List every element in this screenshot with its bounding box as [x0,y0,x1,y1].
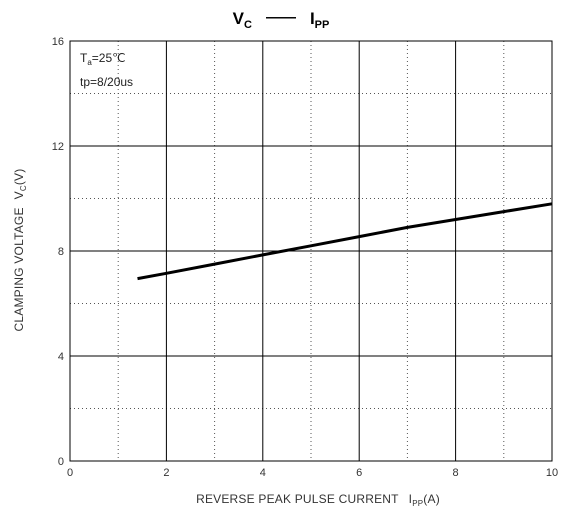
y-tick-label: 4 [58,351,64,363]
x-tick-label: 8 [453,467,459,479]
pulse-note: tp=8/20us [80,75,133,89]
y-tick-label: 16 [52,36,64,48]
x-tick-label: 6 [356,467,362,479]
y-tick-label: 0 [58,456,64,468]
plot-frame [69,40,553,462]
x-axis-label: REVERSE PEAK PULSE CURRENT IPP(A) [196,492,440,508]
y-axis-label: CLAMPING VOLTAGEVC(V) [12,169,28,332]
x-tick-label: 4 [260,467,266,479]
y-tick-label: 8 [58,246,64,258]
tick-labels: 0 2 4 6 8 10 0 4 8 12 16 [52,36,558,479]
chart-title: VC —— IPP [233,9,330,31]
x-tick-label: 10 [546,467,558,479]
temperature-note: Ta=25℃ [80,51,126,67]
x-tick-label: 2 [163,467,169,479]
y-tick-label: 12 [52,141,64,153]
series-line [137,202,553,281]
series-layer [137,202,553,281]
x-tick-label: 0 [67,467,73,479]
grid [69,40,553,462]
